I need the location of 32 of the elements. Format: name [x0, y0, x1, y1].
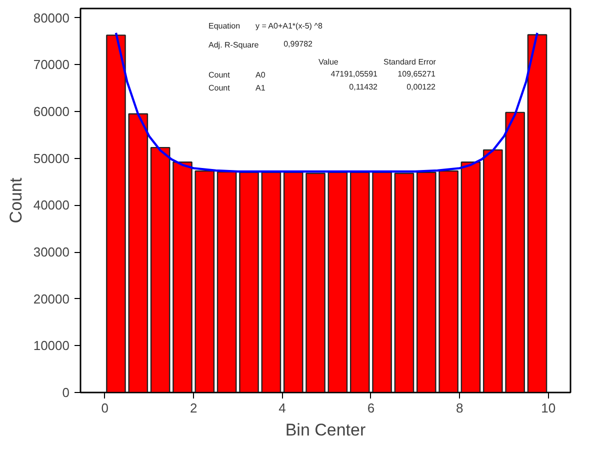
line-series	[114, 32, 538, 173]
annotation: Value	[318, 58, 339, 66]
annotation: A1	[256, 84, 266, 92]
annotation: 0,11432	[349, 82, 378, 92]
x-tick-label: 6	[367, 400, 375, 416]
x-tick-label: 0	[101, 400, 109, 416]
y-tick-label: 10000	[33, 338, 70, 354]
annotation: Equation	[208, 22, 240, 30]
annotation: Count	[208, 70, 231, 80]
annotation: Adj. R-Square	[208, 40, 260, 50]
annotation: y = A0+A1*(x-5) ^8	[256, 22, 323, 30]
y-tick-label: 30000	[33, 244, 70, 260]
x-tick-label: 8	[456, 400, 464, 416]
y-tick-label: 80000	[33, 10, 70, 26]
y-tick-label: 60000	[33, 104, 70, 120]
y-axis-title: Count	[6, 178, 26, 224]
y-tick-label: 0	[62, 385, 70, 400]
x-tick-label: 2	[190, 400, 198, 416]
y-tick-label: 50000	[33, 150, 70, 166]
annotation: 109,65271	[398, 70, 436, 78]
x-tick-label: 4	[278, 400, 286, 416]
annotation: 0,00122	[406, 82, 436, 92]
annotation: Count	[208, 84, 231, 92]
annotation: 0,99782	[284, 40, 314, 48]
y-tick-label: 40000	[33, 198, 70, 213]
x-axis-title: Bin Center	[285, 420, 366, 440]
annotation: Standard Error	[384, 58, 436, 66]
annotation: 47191,05591	[330, 70, 378, 78]
x-tick-label: 10	[541, 400, 556, 416]
y-tick-label: 20000	[33, 291, 70, 306]
annotation: A0	[256, 70, 266, 80]
y-tick-label: 70000	[33, 57, 70, 72]
